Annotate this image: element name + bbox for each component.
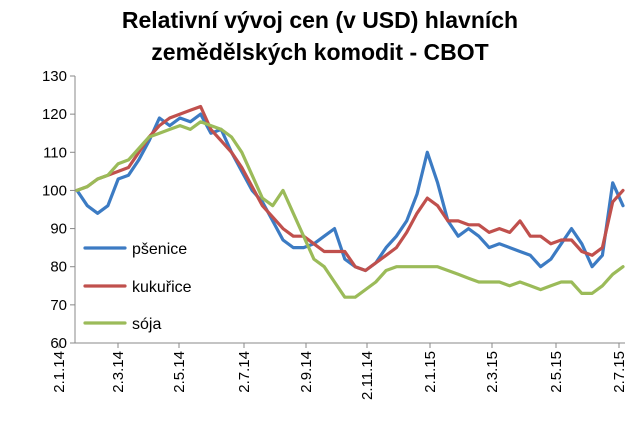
x-tick-label: 2.11.14 — [359, 351, 376, 400]
x-tick-label: 2.5.14 — [171, 351, 188, 393]
y-tick-label: 120 — [42, 106, 67, 123]
y-tick-label: 130 — [42, 68, 67, 85]
y-tick-label: 110 — [43, 144, 67, 161]
x-tick-label: 2.7.14 — [236, 351, 253, 393]
series-group — [75, 104, 625, 299]
y-tick-label: 100 — [42, 182, 67, 199]
x-tick-label: 2.3.15 — [484, 351, 501, 393]
series-line-2 — [75, 104, 625, 273]
x-tick-label: 2.1.14 — [51, 351, 68, 393]
legend: pšenice kukuřice sója — [83, 241, 192, 333]
legend-label-3: sója — [132, 316, 161, 333]
x-tick-label: 2.7.15 — [611, 351, 628, 393]
x-tick-label: 2.5.15 — [548, 351, 565, 393]
y-tick-label: 90 — [50, 221, 67, 238]
x-tick-label: 2.3.14 — [110, 351, 127, 393]
series-line-1 — [75, 112, 625, 273]
legend-label-1: pšenice — [132, 241, 187, 258]
series-line-3 — [75, 120, 625, 299]
x-tick-label: 2.1.15 — [422, 351, 439, 393]
chart-title-line-1: Relativní vývoj cen (v USD) hlavních — [121, 7, 519, 33]
chart-title: Relativní vývoj cen (v USD) hlavních zem… — [0, 4, 640, 68]
chart-title-line-2: zemědělských komodit - CBOT — [151, 39, 489, 65]
y-tick-label: 80 — [50, 259, 67, 276]
legend-label-2: kukuřice — [132, 279, 192, 296]
x-tick-label: 2.9.14 — [298, 351, 315, 393]
y-tick-label: 70 — [50, 297, 67, 314]
